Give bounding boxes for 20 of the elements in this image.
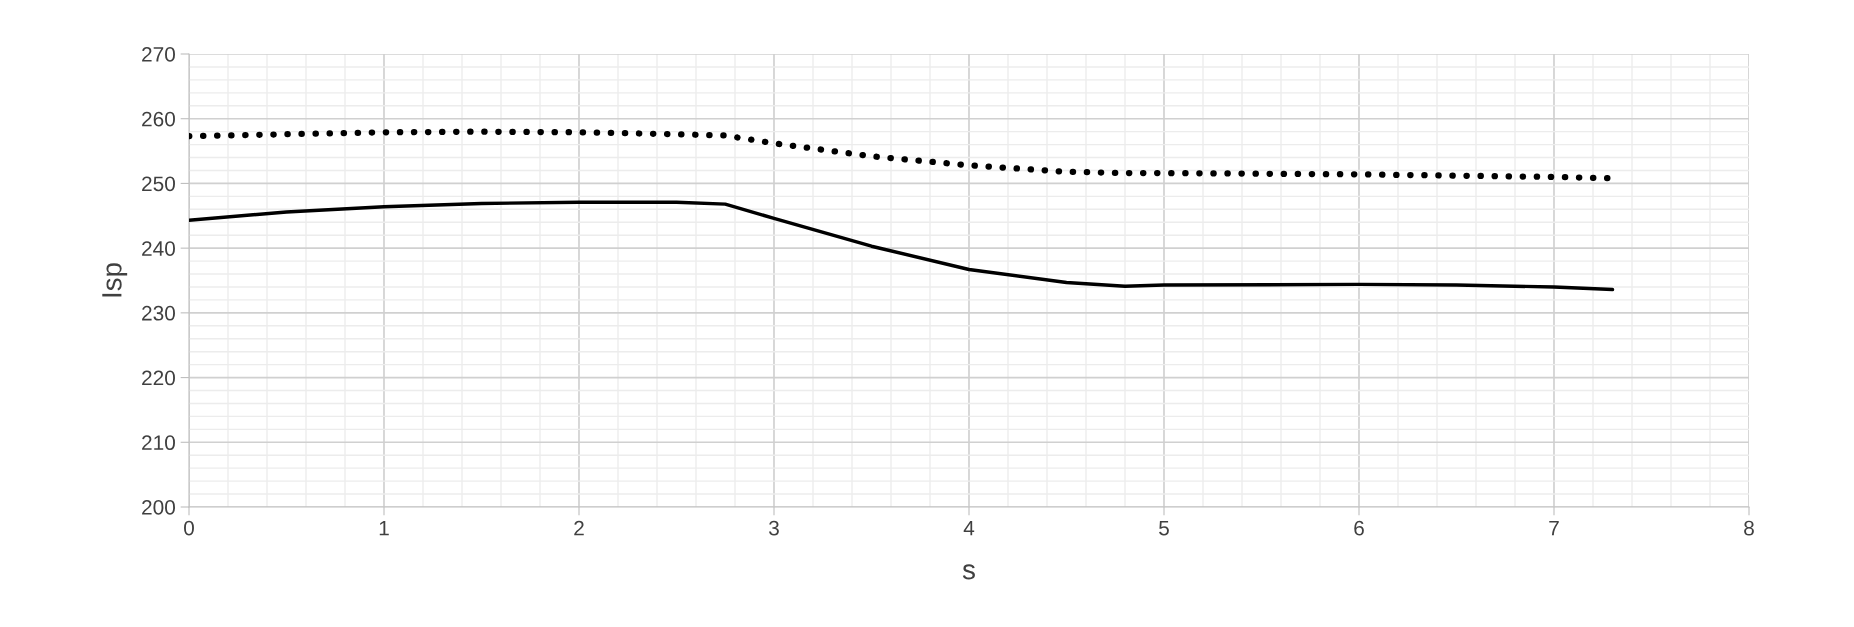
y-tick-label: 240 [142,241,175,256]
x-tick-label: 0 [184,520,194,536]
x-tick-label: 5 [1159,520,1169,536]
x-tick-label: 2 [574,520,584,536]
y-tick-label: 250 [142,176,175,192]
x-axis-title: s [962,564,975,580]
y-tick-label: 200 [142,500,175,515]
y-axis-title: Isp [102,263,128,297]
y-tick-label: 270 [142,47,175,62]
line-series [189,200,1615,292]
x-tick-label: 1 [379,520,389,536]
y-tick-label: 220 [142,370,175,386]
x-tick-label: 4 [963,520,975,536]
x-tick-label: 3 [769,520,779,536]
y-tick-label: 230 [142,305,175,321]
x-tick-label: 6 [1354,520,1364,536]
y-tick-label: 260 [142,111,175,127]
y-tick-label: 210 [142,435,175,451]
x-tick-label: 8 [1744,520,1754,536]
x-tick-label: 7 [1549,520,1559,536]
